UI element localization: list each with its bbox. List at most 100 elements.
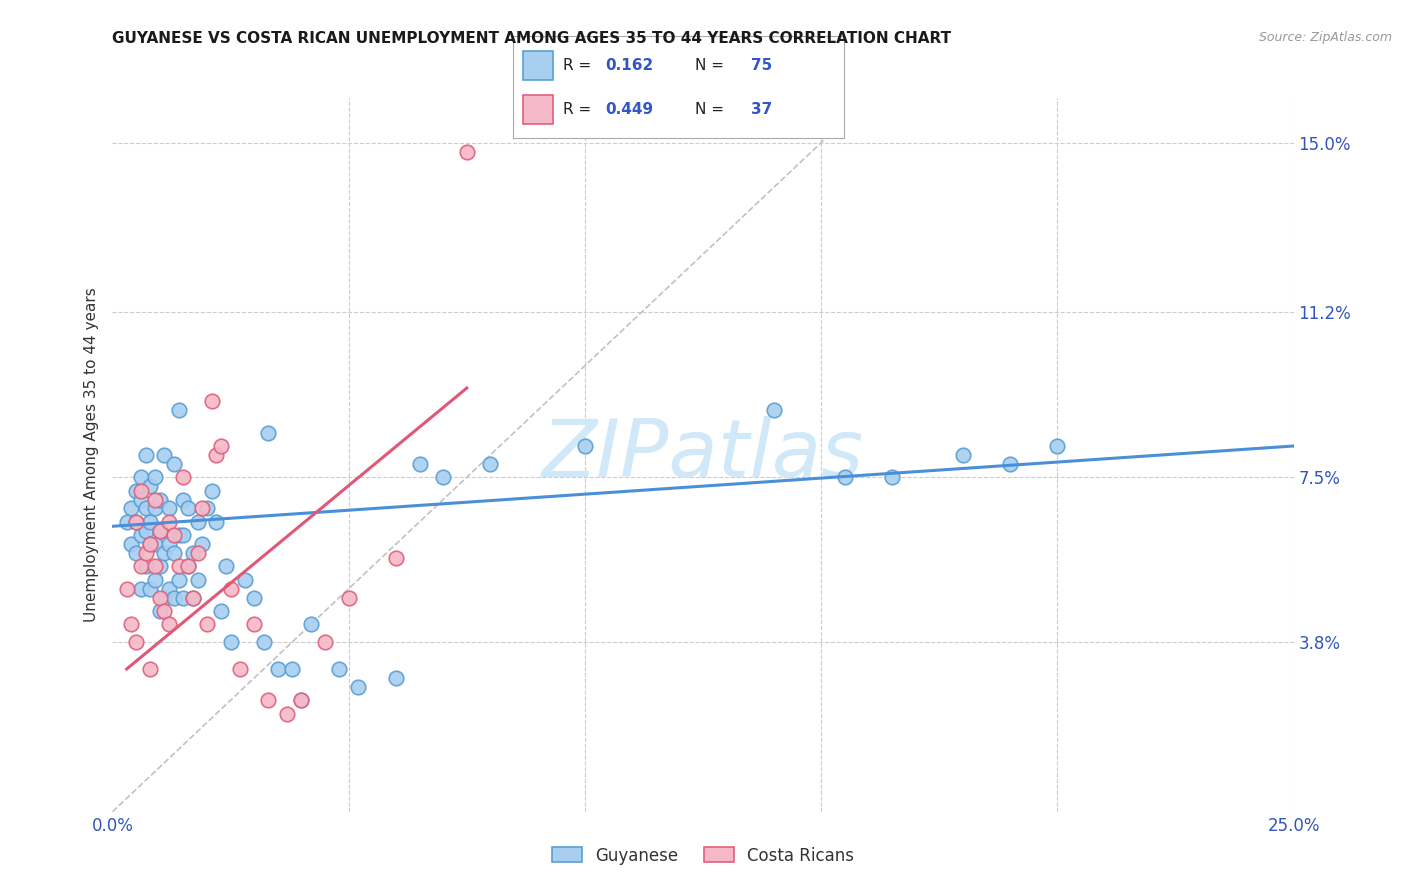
Text: 37: 37 [751, 102, 772, 117]
Point [149, 524, 172, 538]
Point [153, 591, 176, 605]
Point [314, 635, 336, 649]
Point [290, 693, 312, 707]
Point [120, 501, 142, 516]
Point [181, 591, 204, 605]
Point [243, 617, 266, 632]
Point [135, 448, 157, 462]
Point [177, 559, 200, 574]
Point [201, 483, 224, 498]
Text: Source: ZipAtlas.com: Source: ZipAtlas.com [1258, 31, 1392, 45]
Point [195, 617, 218, 632]
Point [125, 515, 148, 529]
Point [115, 515, 138, 529]
Point [143, 470, 166, 484]
Point [186, 573, 208, 587]
Text: 0.449: 0.449 [606, 102, 654, 117]
Point [157, 515, 180, 529]
Point [153, 448, 176, 462]
Point [1046, 439, 1069, 453]
Point [167, 559, 190, 574]
Point [172, 470, 194, 484]
Point [129, 528, 152, 542]
Point [149, 492, 172, 507]
Point [281, 662, 304, 676]
Point [135, 546, 157, 560]
Point [205, 515, 228, 529]
Point [186, 546, 208, 560]
Point [157, 501, 180, 516]
Point [243, 591, 266, 605]
Point [157, 537, 180, 551]
Point [195, 501, 218, 516]
Point [167, 403, 190, 417]
Text: ZIPatlas: ZIPatlas [541, 416, 865, 494]
Point [233, 573, 256, 587]
Point [177, 559, 200, 574]
Point [167, 528, 190, 542]
Point [257, 425, 280, 440]
Point [120, 617, 142, 632]
Point [229, 662, 252, 676]
Point [157, 582, 180, 596]
Point [181, 546, 204, 560]
Point [143, 559, 166, 574]
Point [163, 546, 186, 560]
Point [139, 662, 162, 676]
Text: GUYANESE VS COSTA RICAN UNEMPLOYMENT AMONG AGES 35 TO 44 YEARS CORRELATION CHART: GUYANESE VS COSTA RICAN UNEMPLOYMENT AMO… [112, 31, 952, 46]
Point [139, 582, 162, 596]
Point [267, 662, 290, 676]
Point [181, 591, 204, 605]
Point [186, 515, 208, 529]
Text: R =: R = [562, 58, 596, 73]
Bar [523, 95, 553, 124]
Point [201, 394, 224, 409]
Point [129, 492, 152, 507]
Point [257, 693, 280, 707]
Point [129, 559, 152, 574]
Point [129, 483, 152, 498]
Point [125, 546, 148, 560]
Point [299, 617, 322, 632]
Point [139, 515, 162, 529]
Y-axis label: Unemployment Among Ages 35 to 44 years: Unemployment Among Ages 35 to 44 years [83, 287, 98, 623]
Point [129, 470, 152, 484]
Bar [523, 51, 553, 79]
Point [163, 591, 186, 605]
Point [432, 470, 454, 484]
Point [209, 439, 232, 453]
Point [219, 582, 242, 596]
Point [153, 546, 176, 560]
Point [125, 635, 148, 649]
Point [157, 617, 180, 632]
Point [834, 470, 856, 484]
Point [574, 439, 596, 453]
Text: N =: N = [695, 102, 728, 117]
Point [172, 591, 194, 605]
Point [952, 448, 974, 462]
Text: 75: 75 [751, 58, 772, 73]
Point [456, 145, 478, 159]
Text: N =: N = [695, 58, 728, 73]
Point [135, 559, 157, 574]
Point [115, 582, 138, 596]
Point [139, 537, 162, 551]
Point [120, 537, 142, 551]
Text: R =: R = [562, 102, 596, 117]
Point [276, 706, 298, 721]
Point [129, 582, 152, 596]
Point [163, 528, 186, 542]
Point [153, 604, 176, 618]
Point [215, 559, 238, 574]
Point [125, 515, 148, 529]
Point [149, 604, 172, 618]
Point [139, 479, 162, 493]
Text: 0.162: 0.162 [606, 58, 654, 73]
Point [125, 483, 148, 498]
Point [880, 470, 903, 484]
Point [253, 635, 276, 649]
Point [385, 550, 408, 565]
Point [191, 501, 214, 516]
Point [135, 501, 157, 516]
Point [998, 457, 1021, 471]
